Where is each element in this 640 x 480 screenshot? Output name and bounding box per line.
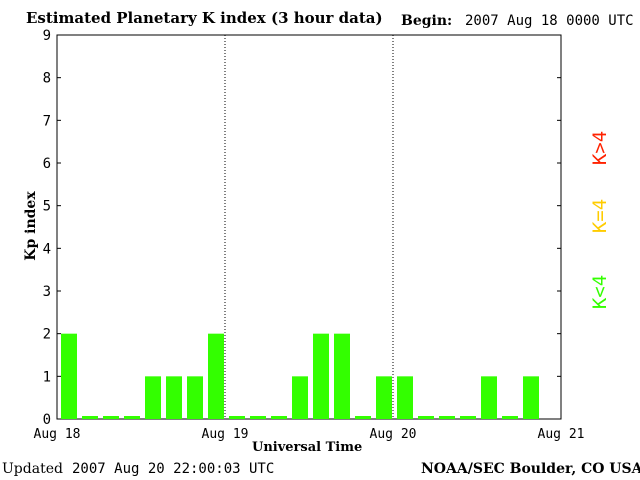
y-tick-label: 4 [43,241,51,257]
x-tick-label: Aug 20 [370,427,417,442]
kp-bar [271,416,287,419]
kp-bar [250,416,266,419]
y-tick-label: 1 [43,369,51,385]
kp-bar [145,376,161,419]
updated-value: 2007 Aug 20 22:00:03 UTC [72,461,275,477]
y-tick-label: 7 [43,113,51,129]
kp-bar [502,416,518,419]
x-tick-label: Aug 21 [538,427,585,442]
kp-bar [292,376,308,419]
y-tick-label: 2 [43,327,51,343]
y-tick-label: 3 [43,284,51,300]
kp-bar [397,376,413,419]
kp-bar [61,333,77,419]
kp-bar [418,416,434,419]
kp-bar [481,376,497,419]
begin-label: Begin: [401,13,453,29]
x-tick-label: Aug 18 [34,427,81,442]
kp-bar [460,416,476,419]
y-tick-label: 6 [43,156,51,172]
x-axis-label: Universal Time [252,440,363,455]
legend-k-equal-4: K=4 [589,198,611,234]
kp-bar [313,333,329,419]
kp-bar [334,333,350,419]
begin-value: 2007 Aug 18 0000 UTC [465,13,634,29]
kp-bar [355,416,371,419]
kp-bar [103,416,119,419]
legend-k-greater-4: K>4 [589,130,611,166]
updated-label: Updated [2,461,63,477]
kp-bar [523,376,539,419]
y-tick-label: 0 [43,412,51,428]
y-tick-label: 9 [43,28,51,44]
x-tick-label: Aug 19 [202,427,249,442]
kp-bar [376,376,392,419]
kp-bar [187,376,203,419]
kp-bar [229,416,245,419]
kp-bar [82,416,98,419]
kp-bar [124,416,140,419]
y-tick-label: 5 [43,199,51,215]
kp-bar [208,333,224,419]
kp-bar [439,416,455,419]
legend-k-less-4: K<4 [589,274,611,310]
y-axis-label: Kp index [23,191,39,261]
chart-title: Estimated Planetary K index (3 hour data… [26,9,383,27]
plot-frame [56,34,562,420]
kp-bar [166,376,182,419]
source-credit: NOAA/SEC Boulder, CO USA [421,461,640,477]
y-tick-label: 8 [43,71,51,87]
